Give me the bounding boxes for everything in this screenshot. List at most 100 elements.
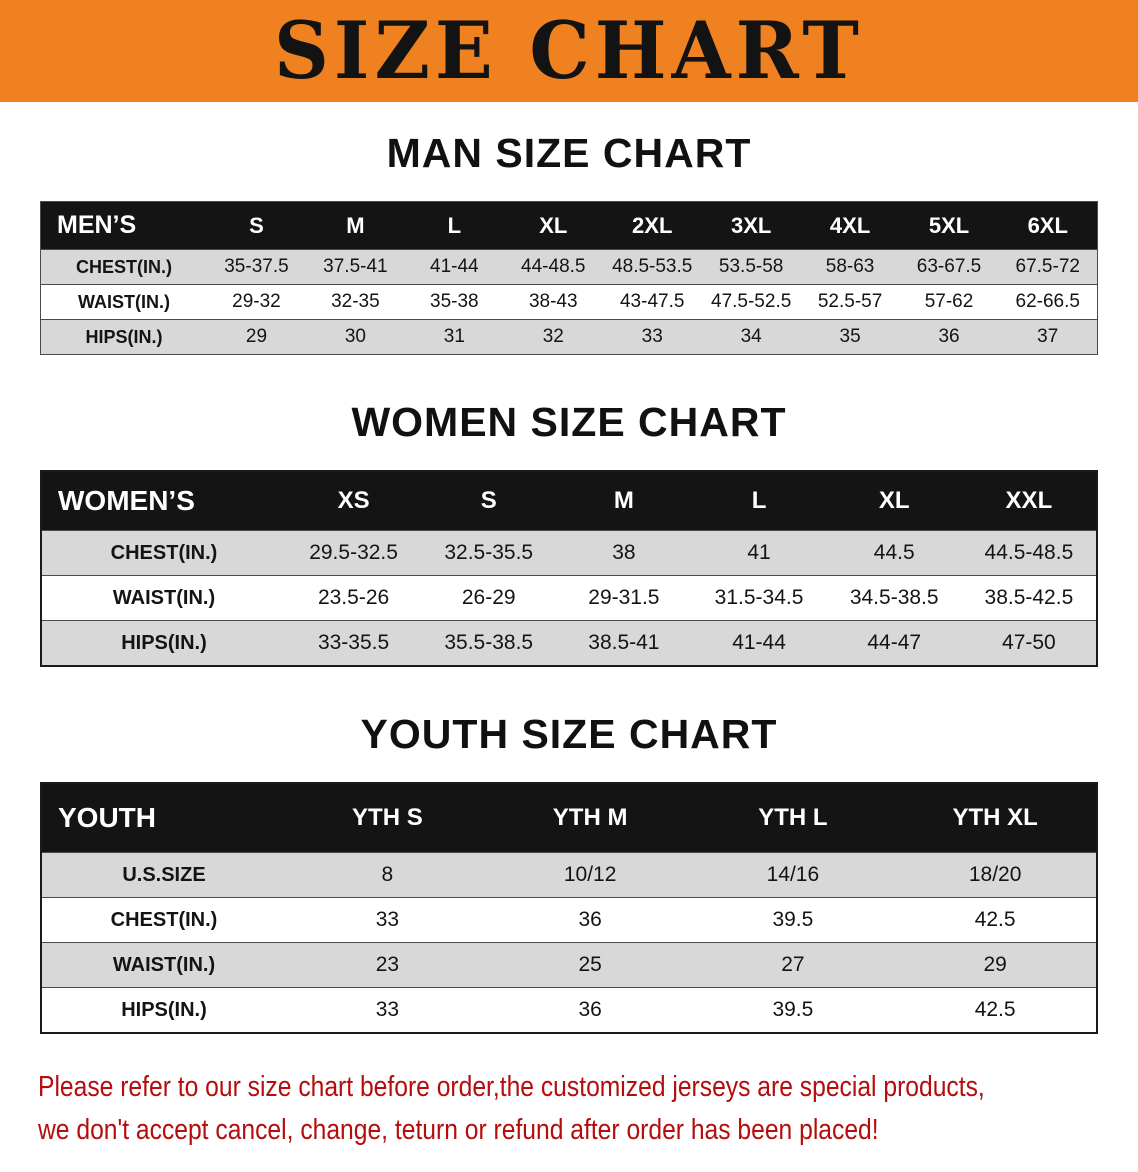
measurement-row: CHEST(IN.) 29.5-32.5 32.5-35.5 38 41 44.5 44.5… bbox=[41, 530, 1097, 576]
measurement-value: 29-32 bbox=[207, 284, 306, 320]
measurement-value: 35 bbox=[800, 319, 900, 355]
measurement-value: 37 bbox=[998, 319, 1098, 355]
measurement-value: 35-38 bbox=[404, 284, 504, 320]
measurement-value: 29-31.5 bbox=[556, 575, 692, 621]
measurement-label: WAIST(IN.) bbox=[40, 284, 207, 320]
measurement-value: 29 bbox=[894, 942, 1097, 988]
measurement-value: 18/20 bbox=[894, 852, 1097, 898]
measurement-value: 27 bbox=[691, 942, 895, 988]
men-size-chart-heading: MAN SIZE CHART bbox=[386, 130, 752, 176]
measurement-value: 42.5 bbox=[894, 897, 1097, 943]
size-column-header: XS bbox=[286, 471, 422, 531]
measurement-value: 23.5-26 bbox=[286, 575, 422, 621]
measurement-value: 33 bbox=[602, 319, 702, 355]
measurement-value: 41 bbox=[691, 530, 827, 576]
measurement-value: 36 bbox=[899, 319, 999, 355]
measurement-value: 62-66.5 bbox=[998, 284, 1098, 320]
measurement-value: 39.5 bbox=[691, 987, 895, 1033]
measurement-value: 41-44 bbox=[404, 249, 504, 285]
measurement-row: HIPS(IN.) 33-35.5 35.5-38.5 38.5-41 41-44 44-… bbox=[41, 620, 1097, 666]
measurement-value: 38 bbox=[556, 530, 692, 576]
women-table-title: WOMEN’S bbox=[41, 471, 286, 531]
measurement-row: WAIST(IN.) 29-32 32-35 35-38 38-43 43-47.5 47.… bbox=[40, 284, 1098, 320]
measurement-value: 44.5 bbox=[826, 530, 962, 576]
measurement-value: 36 bbox=[488, 897, 692, 943]
measurement-value: 8 bbox=[286, 852, 489, 898]
measurement-label: HIPS(IN.) bbox=[41, 987, 286, 1033]
size-column-header: L bbox=[404, 201, 504, 250]
measurement-value: 43-47.5 bbox=[602, 284, 702, 320]
measurement-value: 47-50 bbox=[961, 620, 1097, 666]
measurement-value: 38.5-41 bbox=[556, 620, 692, 666]
women-size-table: WOMEN’S XS S M L XL XXL CHEST(IN.) 29.5-32.5 32.5… bbox=[40, 470, 1098, 667]
women-table-header-row: WOMEN’S XS S M L XL XXL bbox=[41, 471, 1097, 531]
measurement-row: HIPS(IN.) 33 36 39.5 42.5 bbox=[41, 987, 1097, 1033]
men-size-table: MEN’S S M L XL 2XL 3XL 4XL 5XL 6XL CHEST(IN.) 35-37… bbox=[40, 201, 1098, 355]
youth-size-chart-section: YOUTH SIZE CHART YOUTH YTH S YTH M YTH L YTH … bbox=[0, 711, 1138, 1034]
size-column-header: XL bbox=[503, 201, 603, 250]
measurement-value: 39.5 bbox=[691, 897, 895, 943]
size-column-header: M bbox=[556, 471, 692, 531]
measurement-value: 34.5-38.5 bbox=[826, 575, 962, 621]
banner: SIZE CHART bbox=[0, 0, 1138, 102]
size-column-header: S bbox=[207, 201, 306, 250]
measurement-value: 33-35.5 bbox=[286, 620, 422, 666]
size-column-header: S bbox=[421, 471, 557, 531]
measurement-value: 23 bbox=[286, 942, 489, 988]
size-column-header: YTH M bbox=[488, 783, 692, 853]
size-column-header: 4XL bbox=[800, 201, 900, 250]
measurement-value: 57-62 bbox=[899, 284, 999, 320]
size-charts-container: MAN SIZE CHART MEN’S S M L XL 2XL 3XL 4XL 5XL 6XL C… bbox=[0, 130, 1138, 1034]
size-column-header: 6XL bbox=[998, 201, 1098, 250]
measurement-row: WAIST(IN.) 23 25 27 29 bbox=[41, 942, 1097, 988]
measurement-label: CHEST(IN.) bbox=[40, 249, 207, 285]
measurement-value: 42.5 bbox=[894, 987, 1097, 1033]
measurement-row: U.S.SIZE 8 10/12 14/16 18/20 bbox=[41, 852, 1097, 898]
youth-table-header-row: YOUTH YTH S YTH M YTH L YTH XL bbox=[41, 783, 1097, 853]
size-column-header: 5XL bbox=[899, 201, 999, 250]
measurement-value: 34 bbox=[701, 319, 801, 355]
measurement-value: 44.5-48.5 bbox=[961, 530, 1097, 576]
disclaimer-line-2: we don't accept cancel, change, teturn o… bbox=[38, 1114, 879, 1146]
measurement-label: WAIST(IN.) bbox=[41, 942, 286, 988]
size-column-header: YTH L bbox=[691, 783, 895, 853]
measurement-value: 30 bbox=[305, 319, 405, 355]
measurement-value: 38-43 bbox=[503, 284, 603, 320]
measurement-label: CHEST(IN.) bbox=[41, 897, 286, 943]
measurement-value: 31.5-34.5 bbox=[691, 575, 827, 621]
measurement-value: 44-47 bbox=[826, 620, 962, 666]
measurement-label: CHEST(IN.) bbox=[41, 530, 286, 576]
men-table-title: MEN’S bbox=[40, 201, 207, 250]
measurement-value: 67.5-72 bbox=[998, 249, 1098, 285]
measurement-value: 33 bbox=[286, 987, 489, 1033]
measurement-label: U.S.SIZE bbox=[41, 852, 286, 898]
size-column-header: XXL bbox=[961, 471, 1097, 531]
size-column-header: 3XL bbox=[701, 201, 801, 250]
measurement-value: 53.5-58 bbox=[701, 249, 801, 285]
measurement-value: 58-63 bbox=[800, 249, 900, 285]
size-column-header: L bbox=[691, 471, 827, 531]
youth-table-title: YOUTH bbox=[41, 783, 286, 853]
measurement-value: 41-44 bbox=[691, 620, 827, 666]
measurement-value: 52.5-57 bbox=[800, 284, 900, 320]
measurement-value: 35.5-38.5 bbox=[421, 620, 557, 666]
page-title: SIZE CHART bbox=[274, 4, 864, 97]
measurement-value: 32-35 bbox=[305, 284, 405, 320]
measurement-value: 36 bbox=[488, 987, 692, 1033]
measurement-value: 37.5-41 bbox=[305, 249, 405, 285]
measurement-value: 48.5-53.5 bbox=[602, 249, 702, 285]
measurement-value: 32 bbox=[503, 319, 603, 355]
measurement-value: 29.5-32.5 bbox=[286, 530, 422, 576]
measurement-value: 44-48.5 bbox=[503, 249, 603, 285]
measurement-value: 32.5-35.5 bbox=[421, 530, 557, 576]
youth-size-table: YOUTH YTH S YTH M YTH L YTH XL U.S.SIZE 8 10/12… bbox=[40, 782, 1098, 1034]
measurement-value: 47.5-52.5 bbox=[701, 284, 801, 320]
size-column-header: YTH XL bbox=[894, 783, 1097, 853]
measurement-value: 26-29 bbox=[421, 575, 557, 621]
measurement-value: 63-67.5 bbox=[899, 249, 999, 285]
size-column-header: YTH S bbox=[286, 783, 489, 853]
measurement-row: HIPS(IN.) 29 30 31 32 33 34 35 36 37 bbox=[40, 319, 1098, 355]
size-column-header: M bbox=[305, 201, 405, 250]
men-size-chart-section: MAN SIZE CHART MEN’S S M L XL 2XL 3XL 4XL 5XL 6XL C… bbox=[0, 130, 1138, 355]
measurement-row: CHEST(IN.) 33 36 39.5 42.5 bbox=[41, 897, 1097, 943]
